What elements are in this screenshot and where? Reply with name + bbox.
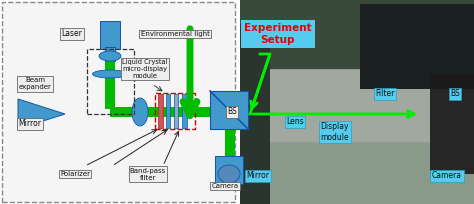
Text: Filter: Filter	[375, 90, 395, 99]
Bar	[174, 94, 178, 128]
Text: Lens: Lens	[286, 118, 304, 126]
Bar	[110, 107, 240, 117]
Bar	[106, 56, 114, 74]
Text: Camera: Camera	[211, 183, 238, 189]
Bar	[158, 94, 163, 128]
Text: BS: BS	[227, 108, 237, 116]
Text: Experiment
Setup: Experiment Setup	[244, 23, 312, 45]
Bar	[210, 91, 248, 129]
Text: Laser: Laser	[62, 30, 82, 39]
Bar	[166, 94, 170, 128]
Bar	[240, 0, 474, 204]
Polygon shape	[18, 99, 65, 129]
Bar	[215, 156, 243, 184]
Text: BS: BS	[450, 90, 460, 99]
Text: Camera: Camera	[432, 172, 462, 181]
Bar	[182, 94, 187, 128]
Ellipse shape	[99, 51, 121, 61]
Text: Mirror: Mirror	[18, 120, 42, 129]
Bar	[105, 47, 115, 61]
Ellipse shape	[132, 98, 148, 126]
Bar	[155, 93, 195, 129]
Bar	[105, 59, 115, 109]
Bar	[270, 70, 430, 142]
Bar	[240, 0, 474, 84]
Text: Liquid Crystal
micro-display
module: Liquid Crystal micro-display module	[122, 59, 168, 79]
Bar	[195, 107, 215, 117]
Bar	[430, 74, 474, 174]
Bar	[87, 49, 134, 114]
Bar	[100, 21, 120, 49]
Bar	[240, 24, 270, 204]
Text: Beam
expander: Beam expander	[18, 78, 52, 91]
Text: Band-pass
filter: Band-pass filter	[130, 167, 166, 181]
Bar	[360, 4, 474, 89]
Bar	[2, 2, 235, 202]
Text: Environmental light: Environmental light	[141, 31, 210, 37]
Ellipse shape	[92, 70, 128, 78]
Ellipse shape	[218, 165, 240, 183]
Bar	[240, 69, 474, 144]
Bar	[225, 129, 235, 157]
Text: Display
module: Display module	[321, 122, 349, 142]
Text: Mirror: Mirror	[246, 172, 270, 181]
Text: Polarizer: Polarizer	[60, 171, 90, 177]
